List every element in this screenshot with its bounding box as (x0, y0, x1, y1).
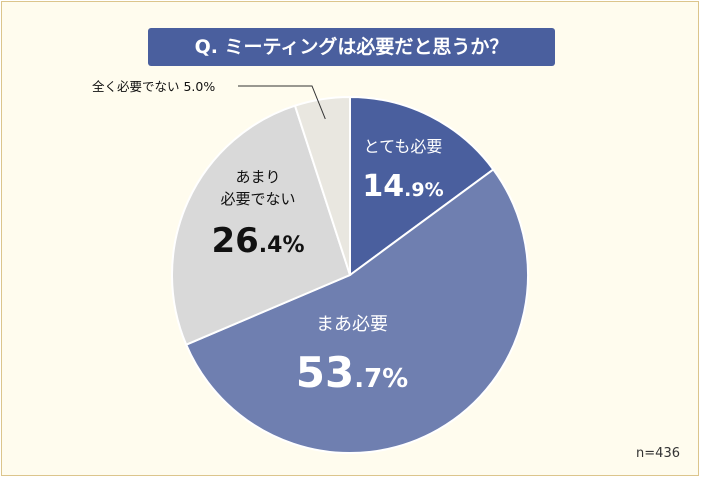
pie-slice-3 (293, 95, 351, 276)
slice-label-0: とても必要 (364, 137, 443, 156)
callout-line (238, 85, 326, 120)
slice-label-2: あまり (235, 168, 280, 186)
pie-slice-2 (171, 104, 352, 346)
slice-label-2: 必要でない (220, 190, 295, 208)
sample-size-label: n=436 (636, 446, 680, 461)
slice-value-2: 26.4% (211, 221, 304, 261)
chart-title: Q. ミーティングは必要だと思うか？ (148, 28, 555, 66)
pie-slice-0 (349, 95, 495, 277)
slice-value-0: 14.9% (362, 169, 443, 204)
slice-value-1: 53.7% (296, 348, 408, 397)
slice-label-1: まあ必要 (316, 314, 388, 335)
callout-label: 全く必要でない 5.0% (92, 79, 215, 94)
pie-slice-1 (184, 168, 529, 455)
